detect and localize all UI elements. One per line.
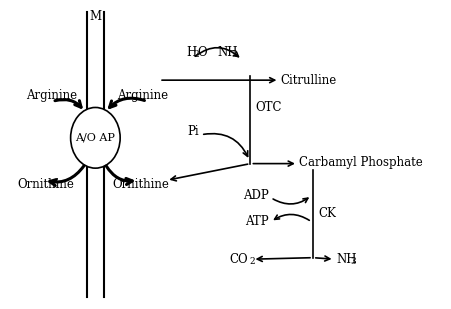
Text: 3: 3	[231, 50, 237, 59]
Text: ADP: ADP	[243, 189, 269, 202]
FancyArrowPatch shape	[253, 161, 293, 166]
FancyArrowPatch shape	[50, 166, 84, 186]
Text: Pi: Pi	[187, 125, 199, 138]
Text: 3: 3	[351, 257, 356, 266]
Text: 2: 2	[193, 50, 198, 59]
FancyArrowPatch shape	[195, 48, 239, 57]
FancyArrowPatch shape	[275, 214, 309, 220]
FancyArrowPatch shape	[55, 99, 81, 107]
Text: 2: 2	[249, 257, 255, 266]
Text: ATP: ATP	[245, 215, 269, 228]
Text: H: H	[186, 46, 196, 59]
FancyArrowPatch shape	[162, 78, 275, 83]
Text: CK: CK	[318, 207, 336, 220]
Text: OTC: OTC	[256, 101, 282, 114]
Ellipse shape	[71, 108, 120, 168]
Text: NH: NH	[217, 46, 238, 59]
Text: Ornithine: Ornithine	[18, 178, 75, 191]
Text: O: O	[198, 46, 207, 59]
Text: Ornithine: Ornithine	[113, 178, 170, 191]
Text: M: M	[89, 11, 101, 23]
FancyArrowPatch shape	[106, 166, 132, 184]
FancyArrowPatch shape	[257, 256, 310, 261]
Text: Citrulline: Citrulline	[281, 74, 337, 87]
FancyArrowPatch shape	[204, 133, 248, 156]
FancyArrowPatch shape	[273, 198, 308, 204]
Text: NH: NH	[336, 253, 357, 266]
Text: Carbamyl Phosphate: Carbamyl Phosphate	[299, 156, 423, 169]
FancyArrowPatch shape	[110, 98, 144, 108]
Text: Arginine: Arginine	[117, 89, 168, 102]
Text: CO: CO	[230, 253, 249, 266]
FancyArrowPatch shape	[171, 164, 248, 181]
Text: Arginine: Arginine	[27, 89, 78, 102]
Text: A/O AP: A/O AP	[75, 133, 115, 143]
FancyArrowPatch shape	[316, 256, 330, 261]
